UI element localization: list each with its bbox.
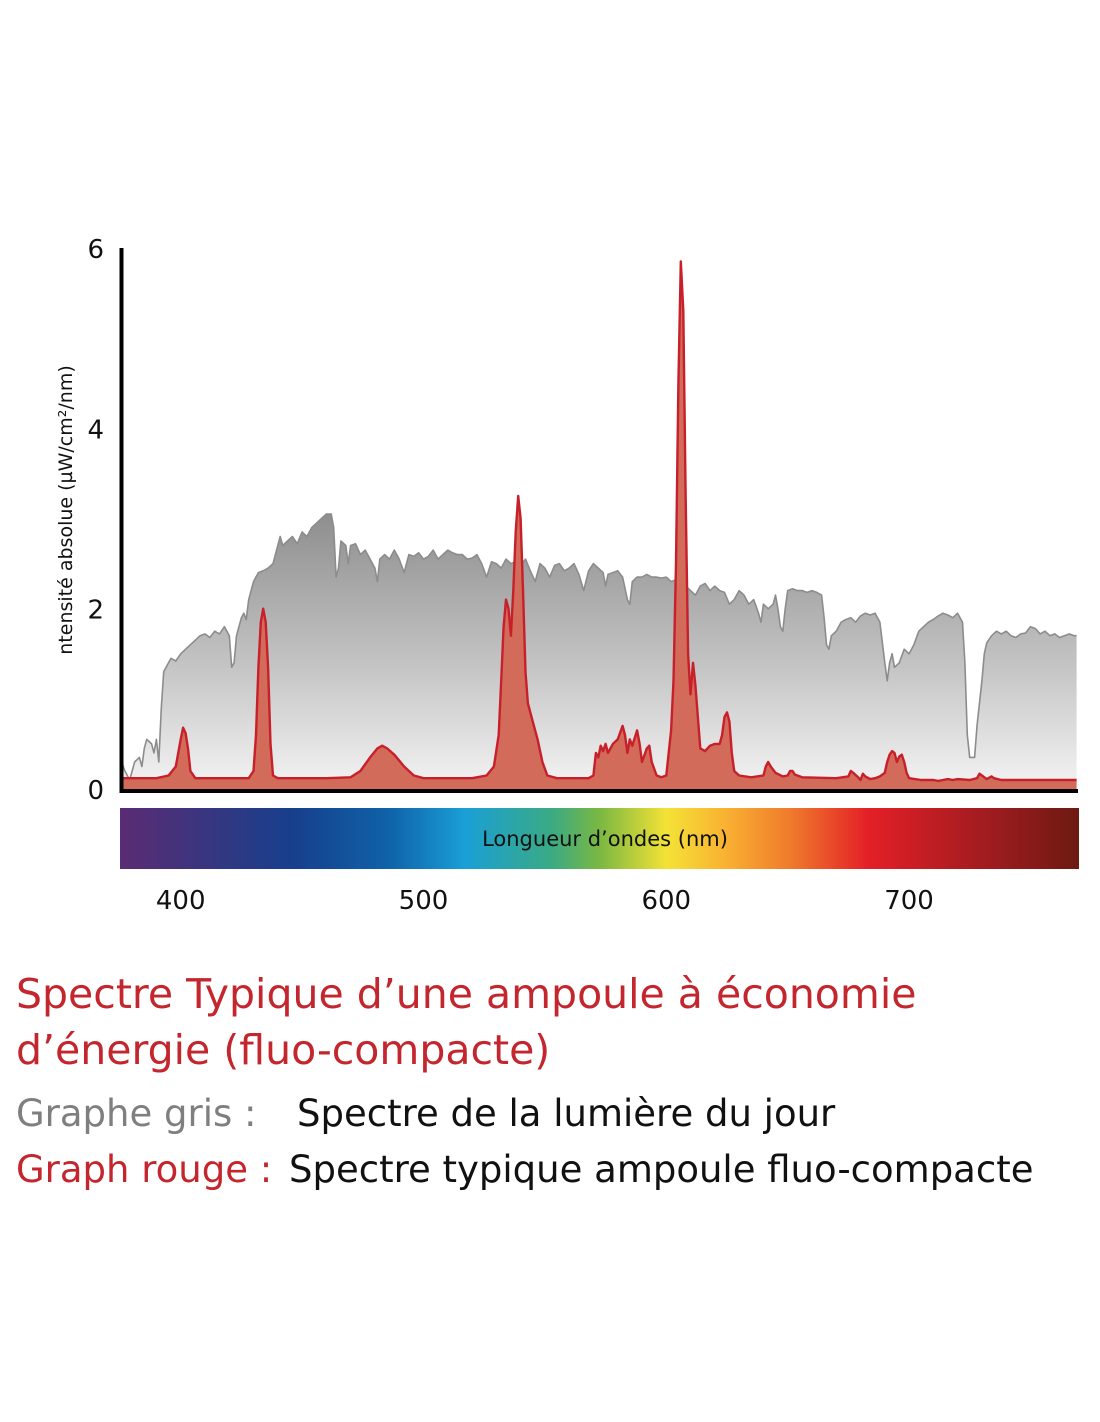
y-tick-label: 0 bbox=[87, 776, 104, 806]
x-tick-label: 500 bbox=[399, 886, 449, 916]
chart-title: Spectre Typique d’une ampoule à économie… bbox=[16, 970, 917, 1074]
y-tick-label: 6 bbox=[87, 235, 104, 265]
x-ticks: 400 500 600 700 bbox=[156, 886, 934, 916]
y-ticks: 0 2 4 6 bbox=[87, 235, 104, 806]
spectrum-band bbox=[120, 808, 1079, 869]
legend-key-red: Graph rouge : bbox=[16, 1148, 273, 1191]
spectrum-chart: ntensité absolue (µW/cm²/nm) 0 2 4 6 Longue… bbox=[55, 235, 1079, 916]
series-daylight-area bbox=[120, 514, 1077, 789]
legend-row-red: Graph rouge : Spectre typique ampoule flu… bbox=[16, 1142, 1086, 1198]
y-axis-label: ntensité absolue (µW/cm²/nm) bbox=[55, 365, 77, 654]
series-layer bbox=[119, 260, 1077, 789]
legend-value-red: Spectre typique ampoule fluo-compacte bbox=[289, 1148, 1034, 1191]
band-label: Longueur d’ondes (nm) bbox=[482, 827, 728, 851]
x-tick-label: 400 bbox=[156, 886, 206, 916]
series-cfl-line bbox=[120, 260, 1077, 783]
caption: Spectre Typique d’une ampoule à économie… bbox=[16, 966, 1086, 1198]
legend-key-gray: Graphe gris : bbox=[16, 1092, 257, 1135]
y-tick-label: 2 bbox=[87, 596, 104, 626]
y-tick-label: 4 bbox=[87, 415, 104, 445]
x-tick-label: 700 bbox=[884, 886, 934, 916]
legend-row-gray: Graphe gris : Spectre de la lumière du jo… bbox=[16, 1086, 1086, 1142]
series-daylight-line bbox=[119, 513, 1077, 781]
legend-value-gray: Spectre de la lumière du jour bbox=[297, 1092, 836, 1135]
x-tick-label: 600 bbox=[641, 886, 691, 916]
axes-layer: ntensité absolue (µW/cm²/nm) bbox=[55, 248, 1078, 793]
